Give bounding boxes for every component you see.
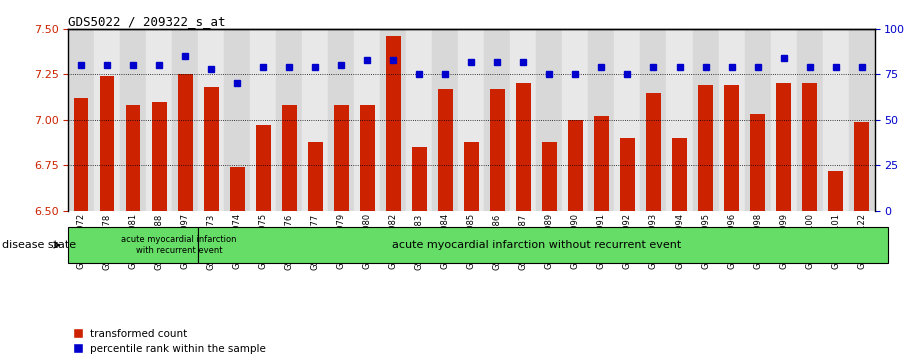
Text: acute myocardial infarction
with recurrent event: acute myocardial infarction with recurre… <box>121 235 237 255</box>
Bar <box>68 29 95 211</box>
Bar <box>95 29 120 211</box>
Bar <box>74 98 88 363</box>
Bar <box>406 29 433 211</box>
Bar <box>771 29 796 211</box>
Bar <box>667 29 692 211</box>
Bar <box>199 29 224 211</box>
Bar <box>620 138 635 363</box>
Bar <box>413 147 426 363</box>
Bar <box>438 89 453 363</box>
Bar <box>308 142 322 363</box>
Bar <box>120 29 147 211</box>
Bar <box>100 76 115 363</box>
Bar <box>172 29 199 211</box>
Bar <box>465 142 478 363</box>
Bar <box>302 29 328 211</box>
Bar <box>433 29 458 211</box>
Bar <box>646 93 660 363</box>
Bar <box>640 29 667 211</box>
Bar <box>542 142 557 363</box>
Bar <box>589 29 615 211</box>
Bar <box>848 29 875 211</box>
Bar <box>230 167 244 363</box>
Bar <box>855 122 869 363</box>
Bar <box>152 102 167 363</box>
Bar <box>354 29 381 211</box>
Bar <box>510 29 537 211</box>
Bar <box>615 29 640 211</box>
Bar <box>224 29 251 211</box>
Bar <box>328 29 354 211</box>
Bar <box>517 83 530 363</box>
Bar <box>692 29 719 211</box>
Bar <box>594 116 609 363</box>
Bar <box>360 105 374 363</box>
Bar <box>485 29 510 211</box>
Bar <box>251 29 276 211</box>
Bar <box>276 29 302 211</box>
Bar <box>334 105 349 363</box>
Bar <box>199 227 887 263</box>
Bar <box>796 29 823 211</box>
Bar <box>776 83 791 363</box>
Text: disease state: disease state <box>2 240 76 250</box>
Legend: transformed count, percentile rank within the sample: transformed count, percentile rank withi… <box>74 329 266 354</box>
Bar <box>458 29 485 211</box>
Bar <box>803 83 816 363</box>
Bar <box>672 138 687 363</box>
Bar <box>256 125 271 363</box>
Bar <box>68 227 199 263</box>
Bar <box>699 85 712 363</box>
Bar <box>724 85 739 363</box>
Bar <box>823 29 848 211</box>
Bar <box>381 29 406 211</box>
Bar <box>147 29 172 211</box>
Bar <box>282 105 297 363</box>
Bar <box>204 87 219 363</box>
Bar <box>568 120 583 363</box>
Bar <box>719 29 744 211</box>
Bar <box>386 36 401 363</box>
Bar <box>127 105 140 363</box>
Text: acute myocardial infarction without recurrent event: acute myocardial infarction without recu… <box>392 240 681 250</box>
Bar <box>751 114 764 363</box>
Bar <box>490 89 505 363</box>
Bar <box>828 171 843 363</box>
Bar <box>744 29 771 211</box>
Text: GDS5022 / 209322_s_at: GDS5022 / 209322_s_at <box>68 15 226 28</box>
Bar <box>537 29 562 211</box>
Bar <box>562 29 589 211</box>
Bar <box>179 74 192 363</box>
